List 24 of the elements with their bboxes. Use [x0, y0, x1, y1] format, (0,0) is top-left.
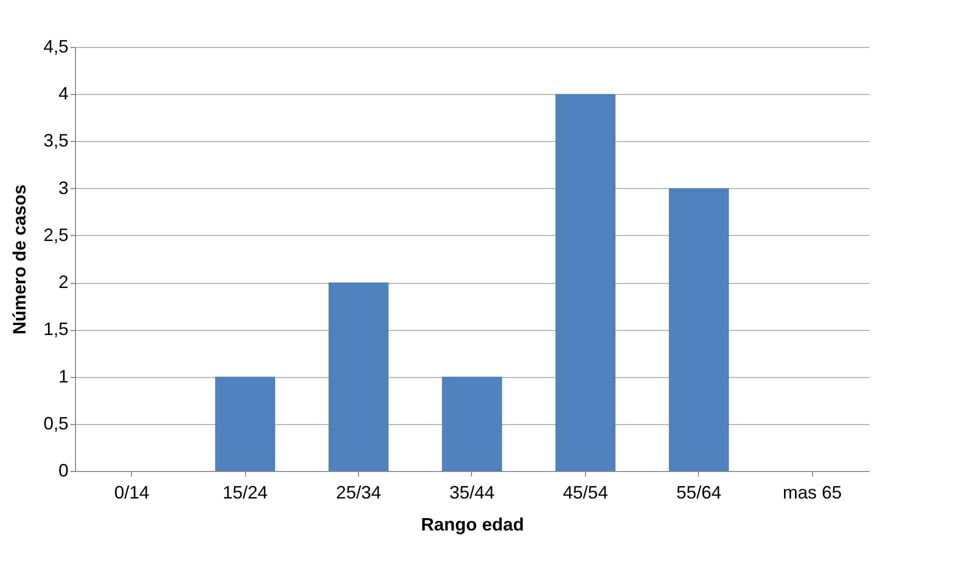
x-tick-label: 0/14	[114, 482, 150, 502]
bar	[555, 94, 616, 471]
y-tick-label: 4,5	[43, 36, 68, 56]
y-tick-label: 2	[58, 272, 68, 292]
y-axis-title: Número de casos	[9, 184, 30, 335]
y-tick-label: 3	[58, 178, 68, 198]
x-tick-label: 45/54	[562, 482, 608, 502]
y-tick-label: 0	[58, 460, 68, 480]
bar	[328, 282, 389, 471]
x-tick-label: 15/24	[222, 482, 268, 502]
x-tick-label: 35/44	[449, 482, 495, 502]
y-tick-label: 0,5	[43, 413, 68, 434]
y-tick-label: 2,5	[43, 224, 68, 245]
x-tick-label: 55/64	[676, 482, 722, 502]
y-tick-label: 1,5	[43, 319, 68, 340]
y-tick-label: 3,5	[43, 130, 68, 151]
x-axis-title: Rango edad	[420, 514, 524, 534]
bar	[668, 188, 729, 471]
x-tick-label: 25/34	[336, 482, 382, 502]
y-tick-label: 4	[58, 84, 68, 104]
y-tick-label: 1	[58, 366, 68, 386]
bar	[442, 376, 502, 471]
bar	[215, 376, 276, 471]
x-tick-label: mas 65	[782, 482, 842, 502]
